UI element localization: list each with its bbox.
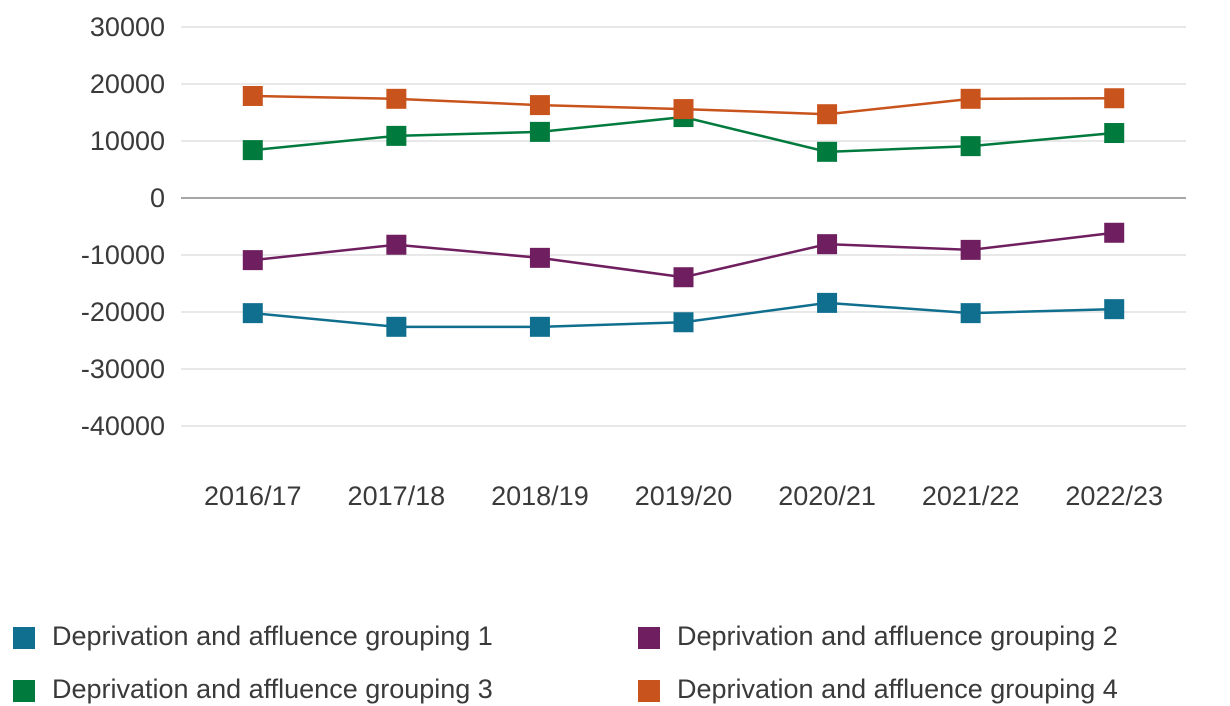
legend-swatch xyxy=(638,680,660,702)
marker xyxy=(1104,123,1125,144)
marker xyxy=(960,303,981,324)
marker xyxy=(386,316,407,337)
legend-label: Deprivation and affluence grouping 4 xyxy=(677,674,1118,704)
legend-label: Deprivation and affluence grouping 1 xyxy=(52,621,493,651)
marker xyxy=(529,121,550,142)
marker xyxy=(960,136,981,157)
marker xyxy=(529,95,550,116)
y-tick-label: -40000 xyxy=(81,411,165,441)
legend-swatch xyxy=(13,680,35,702)
marker xyxy=(960,88,981,109)
y-tick-label: 10000 xyxy=(90,126,165,156)
marker xyxy=(817,292,838,313)
legend-label: Deprivation and affluence grouping 2 xyxy=(677,621,1118,651)
y-tick-label: -10000 xyxy=(81,240,165,270)
x-tick-label: 2022/23 xyxy=(1065,481,1163,511)
marker xyxy=(386,88,407,109)
marker xyxy=(673,312,694,333)
legend-swatch xyxy=(638,627,660,649)
marker xyxy=(529,247,550,268)
marker xyxy=(1104,88,1125,109)
legend-swatch xyxy=(13,627,35,649)
y-tick-label: 0 xyxy=(150,183,165,213)
marker xyxy=(673,99,694,120)
legend-label: Deprivation and affluence grouping 3 xyxy=(52,674,493,704)
marker xyxy=(242,303,263,324)
marker xyxy=(960,239,981,260)
marker xyxy=(386,234,407,255)
marker xyxy=(673,267,694,288)
marker xyxy=(817,104,838,125)
y-tick-label: -20000 xyxy=(81,297,165,327)
y-tick-label: -30000 xyxy=(81,354,165,384)
x-tick-label: 2017/18 xyxy=(348,481,446,511)
marker xyxy=(242,85,263,106)
x-tick-label: 2021/22 xyxy=(922,481,1020,511)
marker xyxy=(242,140,263,161)
marker xyxy=(1104,222,1125,243)
y-tick-label: 30000 xyxy=(90,12,165,42)
y-tick-label: 20000 xyxy=(90,69,165,99)
x-tick-label: 2020/21 xyxy=(778,481,876,511)
marker xyxy=(1104,299,1125,320)
marker xyxy=(386,125,407,146)
marker xyxy=(817,234,838,255)
marker xyxy=(529,316,550,337)
marker xyxy=(817,141,838,162)
marker xyxy=(242,250,263,271)
x-tick-label: 2018/19 xyxy=(491,481,589,511)
x-tick-label: 2019/20 xyxy=(635,481,733,511)
x-tick-label: 2016/17 xyxy=(204,481,302,511)
